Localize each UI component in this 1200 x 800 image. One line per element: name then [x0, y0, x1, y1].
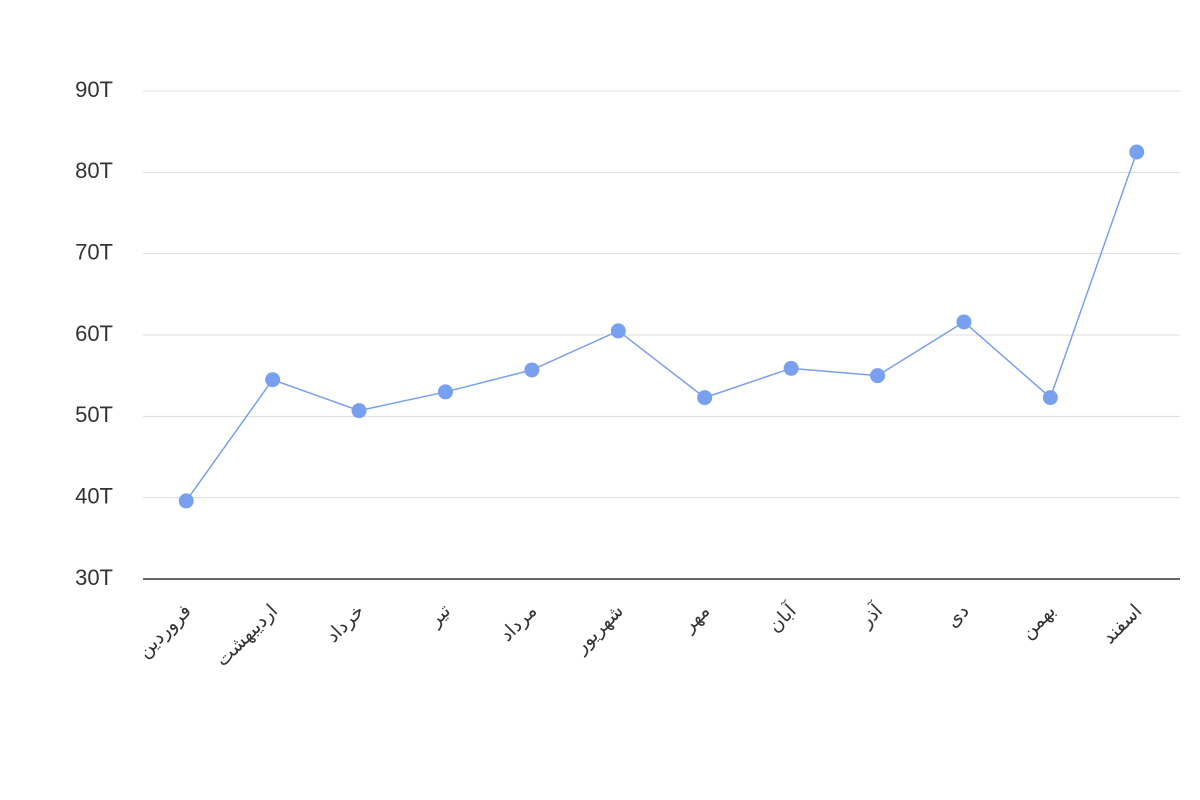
x-tick-label: آذر [853, 598, 887, 632]
series-line [185, 151, 1138, 502]
data-point [610, 323, 626, 339]
data-point [437, 384, 453, 400]
data-point [697, 390, 713, 406]
x-tick-label: اردیبهشت [211, 600, 282, 671]
y-tick-label: 50T [75, 402, 113, 427]
x-tick-label: مهر [677, 600, 714, 637]
x-tick-label: بهمن [1016, 600, 1059, 643]
x-tick-label: خرداد [322, 600, 369, 647]
x-tick-label: اسفند [1098, 600, 1146, 648]
y-tick-label: 30T [75, 565, 113, 590]
x-tick-label: دی [941, 600, 973, 632]
x-tick-label: تیر [424, 600, 455, 631]
data-point [956, 314, 972, 330]
data-point [1129, 144, 1145, 160]
data-point [1042, 390, 1058, 406]
x-tick-label: آبان [762, 598, 801, 637]
data-point [783, 360, 799, 376]
y-tick-label: 90T [75, 77, 113, 102]
x-tick-label: مرداد [496, 600, 542, 646]
data-point [524, 362, 540, 378]
data-point [870, 368, 886, 384]
y-tick-label: 80T [75, 158, 113, 183]
y-tick-label: 40T [75, 483, 113, 508]
data-point [178, 493, 194, 509]
x-tick-label: فروردین [133, 600, 195, 662]
data-point [351, 403, 367, 419]
x-tick-label: شهریور [570, 600, 628, 658]
y-tick-label: 60T [75, 321, 113, 346]
y-tick-label: 70T [75, 239, 113, 264]
data-point [265, 372, 281, 388]
